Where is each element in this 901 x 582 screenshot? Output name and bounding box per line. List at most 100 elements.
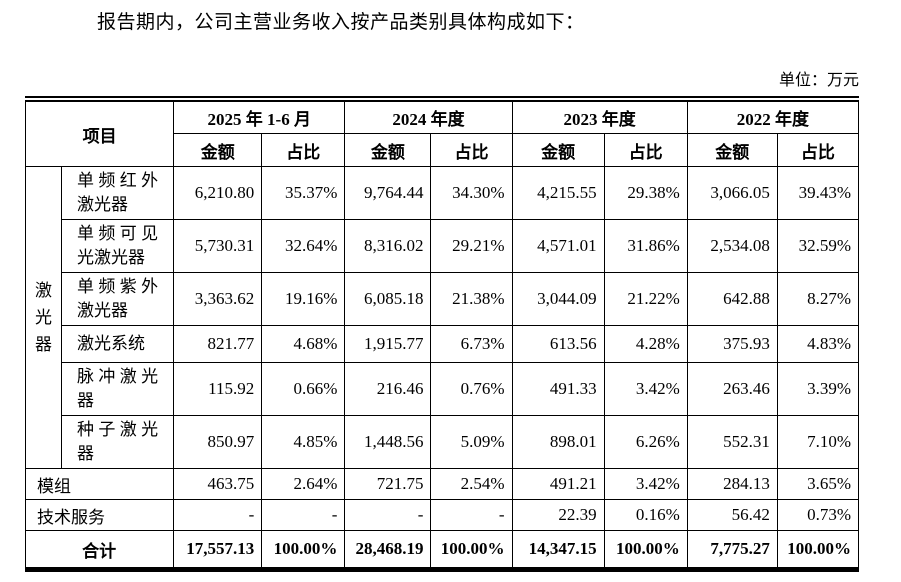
table-row-laser-system: 激光系统 821.77 4.68% 1,915.77 6.73% 613.56 …: [26, 325, 860, 363]
ratio-header: 占比: [603, 133, 688, 167]
revenue-by-product-table: 项目 2025 年 1-6 月 2024 年度 2023 年度 2022 年度 …: [24, 96, 860, 572]
value-cell: 3,066.05: [686, 166, 778, 220]
period-header-2023: 2023 年度: [511, 98, 688, 134]
item-name-cell: 种子激光器: [61, 415, 175, 469]
ratio-header: 占比: [430, 133, 513, 167]
value-cell: 263.46: [686, 362, 778, 416]
value-cell: 8.27%: [776, 272, 860, 326]
amount-header: 金额: [173, 133, 263, 167]
value-cell: -: [344, 499, 432, 531]
value-cell: 3.39%: [776, 362, 860, 416]
amount-header: 金额: [686, 133, 778, 167]
total-value-cell: 100.00%: [603, 530, 688, 570]
value-cell: 19.16%: [261, 272, 346, 326]
value-cell: 613.56: [511, 325, 605, 363]
value-cell: 5,730.31: [173, 219, 263, 273]
module-row-label: 模组: [24, 468, 175, 500]
value-cell: 115.92: [173, 362, 263, 416]
value-cell: 552.31: [686, 415, 778, 469]
value-cell: 29.38%: [603, 166, 688, 220]
group-cell-laser: 激光器: [24, 166, 63, 469]
value-cell: 850.97: [173, 415, 263, 469]
value-cell: 3,044.09: [511, 272, 605, 326]
value-cell: 4.83%: [776, 325, 860, 363]
value-cell: 721.75: [344, 468, 432, 500]
unit-label: 单位：万元: [778, 72, 859, 89]
value-cell: 3.65%: [776, 468, 860, 500]
value-cell: 6,210.80: [173, 166, 263, 220]
value-cell: 22.39: [511, 499, 605, 531]
value-cell: 56.42: [686, 499, 778, 531]
table-row-laser-seed: 种子激光器 850.97 4.85% 1,448.56 5.09% 898.01…: [26, 415, 860, 469]
total-value-cell: 14,347.15: [511, 530, 605, 570]
item-name-cell: 单频可见光激光器: [61, 219, 175, 273]
value-cell: 4.28%: [603, 325, 688, 363]
period-header-2022: 2022 年度: [686, 98, 860, 134]
value-cell: -: [430, 499, 513, 531]
value-cell: 4,215.55: [511, 166, 605, 220]
value-cell: 9,764.44: [344, 166, 432, 220]
period-header-2024: 2024 年度: [344, 98, 513, 134]
value-cell: 21.22%: [603, 272, 688, 326]
total-row-label: 合计: [24, 530, 175, 570]
table-row-total: 合计 17,557.13 100.00% 28,468.19 100.00% 1…: [24, 530, 860, 570]
value-cell: 3,363.62: [173, 272, 263, 326]
period-header-2025: 2025 年 1-6 月: [173, 98, 346, 134]
header-row-measures: 金额 占比 金额 占比 金额 占比 金额 占比: [26, 133, 860, 167]
value-cell: 39.43%: [776, 166, 860, 220]
item-name-cell: 激光系统: [61, 325, 175, 363]
value-cell: -: [261, 499, 346, 531]
value-cell: 0.73%: [776, 499, 860, 531]
value-cell: 216.46: [344, 362, 432, 416]
total-value-cell: 17,557.13: [173, 530, 263, 570]
intro-paragraph: 报告期内，公司主营业务收入按产品类别具体构成如下：: [97, 12, 585, 33]
value-cell: 6.73%: [430, 325, 513, 363]
value-cell: 4,571.01: [511, 219, 605, 273]
ratio-header: 占比: [776, 133, 860, 167]
column-header-item: 项目: [24, 98, 175, 167]
ratio-header: 占比: [261, 133, 346, 167]
document-page: 报告期内，公司主营业务收入按产品类别具体构成如下： 单位：万元 项目 2025 …: [0, 10, 901, 572]
table-row-laser-ir: 激光器 单频红外激光器 6,210.80 35.37% 9,764.44 34.…: [24, 166, 860, 469]
value-cell: 5.09%: [430, 415, 513, 469]
value-cell: 32.59%: [776, 219, 860, 273]
value-cell: 4.68%: [261, 325, 346, 363]
value-cell: 1,448.56: [344, 415, 432, 469]
value-cell: 31.86%: [603, 219, 688, 273]
value-cell: 491.21: [511, 468, 605, 500]
value-cell: 34.30%: [430, 166, 513, 220]
value-cell: 2.54%: [430, 468, 513, 500]
value-cell: 375.93: [686, 325, 778, 363]
value-cell: 0.76%: [430, 362, 513, 416]
value-cell: 821.77: [173, 325, 263, 363]
value-cell: 2,534.08: [686, 219, 778, 273]
table-row-module: 模组 463.75 2.64% 721.75 2.54% 491.21 3.42…: [24, 468, 860, 500]
value-cell: 491.33: [511, 362, 605, 416]
item-name-cell: 单频红外激光器: [61, 166, 175, 220]
table-row-service: 技术服务 - - - - 22.39 0.16% 56.42 0.73%: [24, 499, 860, 531]
table-row-laser-visible: 单频可见光激光器 5,730.31 32.64% 8,316.02 29.21%…: [26, 219, 860, 273]
amount-header: 金额: [344, 133, 432, 167]
value-cell: 0.16%: [603, 499, 688, 531]
value-cell: 21.38%: [430, 272, 513, 326]
value-cell: 8,316.02: [344, 219, 432, 273]
value-cell: 3.42%: [603, 468, 688, 500]
value-cell: 3.42%: [603, 362, 688, 416]
header-row-periods: 项目 2025 年 1-6 月 2024 年度 2023 年度 2022 年度: [24, 98, 860, 167]
value-cell: 1,915.77: [344, 325, 432, 363]
value-cell: 2.64%: [261, 468, 346, 500]
value-cell: 642.88: [686, 272, 778, 326]
value-cell: 4.85%: [261, 415, 346, 469]
amount-header: 金额: [511, 133, 605, 167]
value-cell: 284.13: [686, 468, 778, 500]
value-cell: -: [173, 499, 263, 531]
table-row-laser-uv: 单频紫外激光器 3,363.62 19.16% 6,085.18 21.38% …: [26, 272, 860, 326]
service-row-label: 技术服务: [24, 499, 175, 531]
value-cell: 6.26%: [603, 415, 688, 469]
value-cell: 6,085.18: [344, 272, 432, 326]
item-name-cell: 单频紫外激光器: [61, 272, 175, 326]
total-value-cell: 100.00%: [261, 530, 346, 570]
value-cell: 35.37%: [261, 166, 346, 220]
value-cell: 0.66%: [261, 362, 346, 416]
table-row-laser-pulse: 脉冲激光器 115.92 0.66% 216.46 0.76% 491.33 3…: [26, 362, 860, 416]
